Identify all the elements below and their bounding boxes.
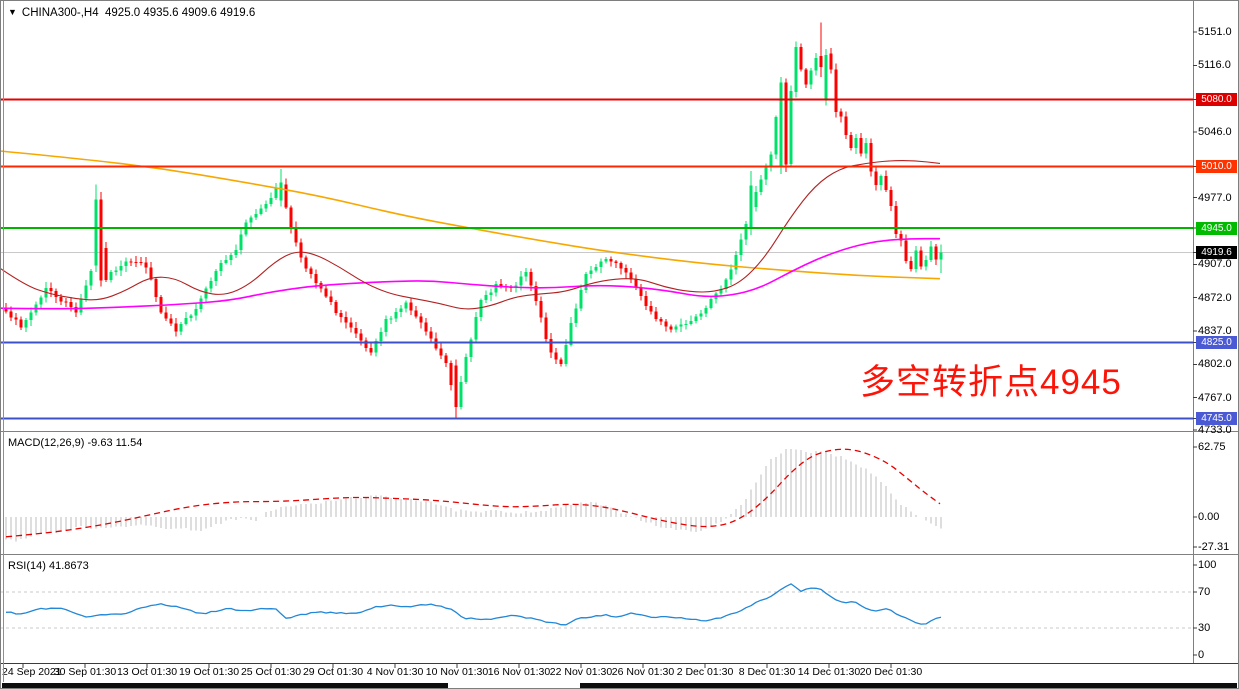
window-inner-border bbox=[3, 1, 4, 682]
symbol-name: CHINA300-,H4 bbox=[21, 7, 99, 19]
horizontal-scrollbar-left[interactable] bbox=[2, 683, 448, 688]
time-label-7: 4 Nov 01:30 bbox=[366, 666, 424, 678]
ma-fast-crimson bbox=[0, 160, 941, 310]
symbol-dropdown-arrow[interactable]: ▼ bbox=[8, 7, 17, 17]
time-label-14: 14 Dec 01:30 bbox=[797, 666, 861, 678]
price-tick-4802.0: 4802.0 bbox=[1198, 358, 1232, 371]
price-tick-4767.0: 4767.0 bbox=[1198, 391, 1232, 404]
rsi-indicator-name: RSI(14) bbox=[8, 560, 46, 572]
time-label-2: 30 Sep 01:30 bbox=[53, 666, 117, 678]
time-label-10: 22 Nov 01:30 bbox=[549, 666, 613, 678]
macd-tick--27.31: -27.31 bbox=[1198, 541, 1230, 553]
macd-histogram bbox=[5, 448, 942, 542]
rsi-tick-100: 100 bbox=[1198, 559, 1217, 571]
rsi-line bbox=[5, 583, 942, 626]
macd-indicator-values: -9.63 11.54 bbox=[87, 437, 143, 449]
rsi-tick-30: 30 bbox=[1198, 622, 1211, 634]
macd-pane-label: MACD(12,26,9) -9.63 11.54 bbox=[8, 437, 142, 449]
candlestick-series bbox=[4, 22, 943, 418]
price-badge-5080.0: 5080.0 bbox=[1196, 93, 1237, 107]
trade-note-annotation: 多空转折点4945 bbox=[860, 363, 1122, 402]
time-label-15: 20 Dec 01:30 bbox=[859, 666, 923, 678]
price-tick-4907.0: 4907.0 bbox=[1198, 258, 1232, 271]
time-label-1: 24 Sep 2021 bbox=[2, 666, 62, 678]
horizontal-scrollbar-right[interactable] bbox=[580, 683, 1237, 688]
ma-slow-orange bbox=[0, 150, 941, 280]
price-badge-4825.0: 4825.0 bbox=[1196, 335, 1237, 349]
rsi-tick-70: 70 bbox=[1198, 586, 1211, 598]
time-label-13: 8 Dec 01:30 bbox=[738, 666, 796, 678]
price-badge-5010.0: 5010.0 bbox=[1196, 159, 1237, 173]
macd-tick-0.00: 0.00 bbox=[1198, 511, 1220, 523]
time-label-4: 19 Oct 01:30 bbox=[178, 666, 240, 678]
macd-indicator-name: MACD(12,26,9) bbox=[8, 437, 85, 449]
ohlc-values: 4925.0 4935.6 4909.6 4919.6 bbox=[105, 7, 256, 19]
rsi-tick-0: 0 bbox=[1198, 649, 1205, 661]
price-tick-4837.0: 4837.0 bbox=[1198, 325, 1232, 338]
price-badge-4745.0: 4745.0 bbox=[1196, 412, 1237, 426]
current-price-badge: 4919.6 bbox=[1196, 245, 1237, 259]
chart-title: ▼ CHINA300-,H4 4925.0 4935.6 4909.6 4919.… bbox=[8, 7, 255, 19]
time-label-5: 25 Oct 01:30 bbox=[240, 666, 302, 678]
time-label-6: 29 Oct 01:30 bbox=[302, 666, 364, 678]
price-tick-5151.0: 5151.0 bbox=[1198, 26, 1232, 38]
macd-tick-62.75: 62.75 bbox=[1198, 441, 1226, 453]
rsi-indicator-value: 41.8673 bbox=[48, 560, 89, 572]
price-tick-5116.0: 5116.0 bbox=[1198, 59, 1231, 72]
time-label-8: 10 Nov 01:30 bbox=[425, 666, 489, 678]
price-tick-4977.0: 4977.0 bbox=[1198, 191, 1232, 204]
rsi-pane-label: RSI(14) 41.8673 bbox=[8, 560, 89, 572]
time-label-9: 16 Nov 01:30 bbox=[487, 666, 551, 678]
ma-mid-magenta bbox=[0, 237, 940, 310]
price-tick-4872.0: 4872.0 bbox=[1198, 291, 1232, 304]
price-tick-5046.0: 5046.0 bbox=[1198, 126, 1232, 138]
price-tick-4733.0: 4733.0 bbox=[1198, 424, 1232, 437]
price-badge-4945.0: 4945.0 bbox=[1196, 221, 1237, 235]
time-label-3: 13 Oct 01:30 bbox=[116, 666, 178, 678]
time-label-11: 26 Nov 01:30 bbox=[611, 666, 675, 678]
time-label-12: 2 Dec 01:30 bbox=[676, 666, 734, 678]
